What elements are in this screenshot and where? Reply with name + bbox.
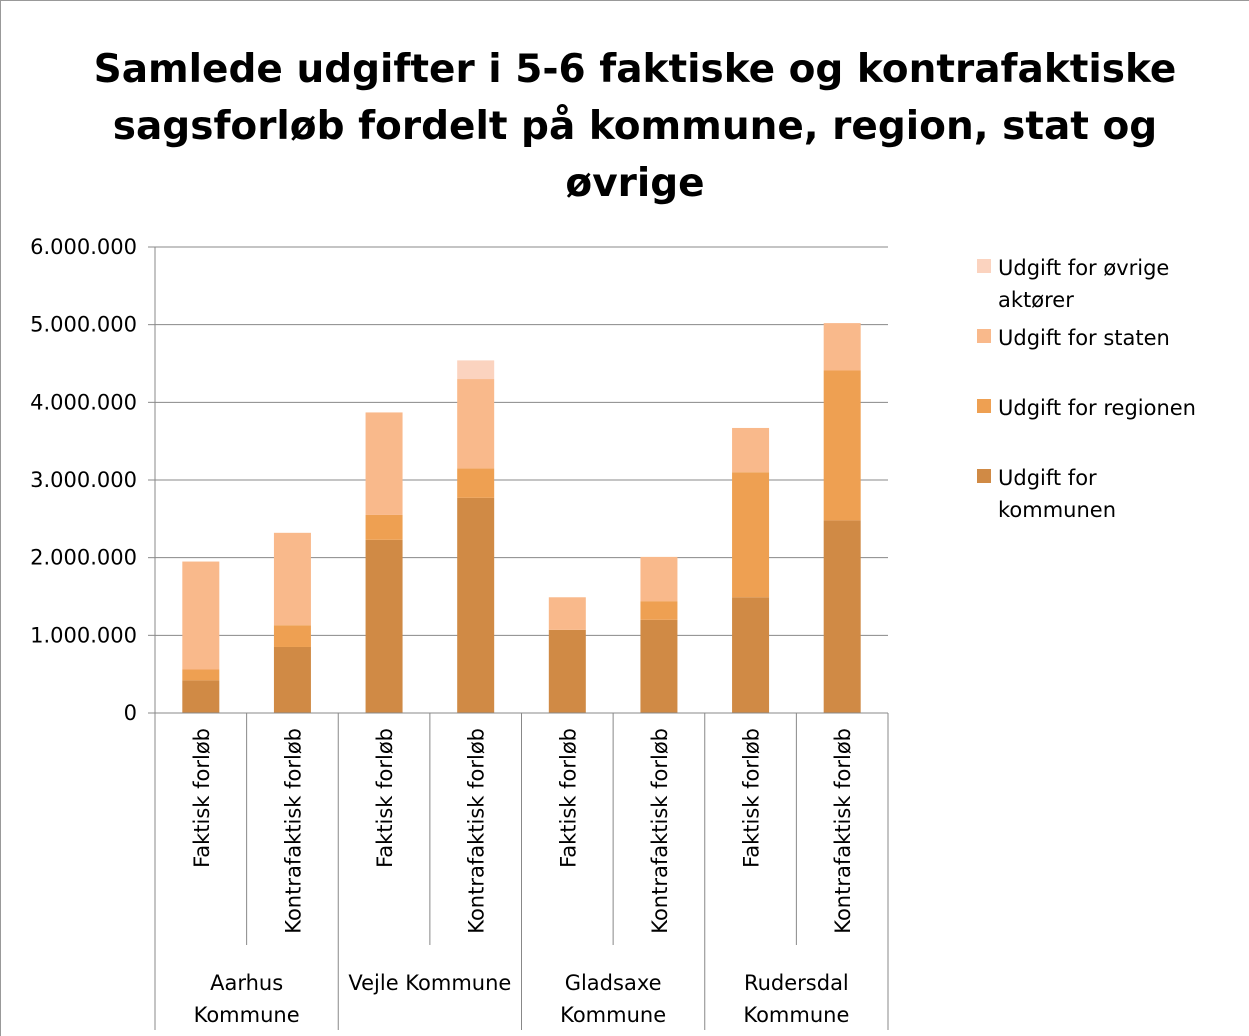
bar-segment xyxy=(457,468,495,498)
chart-title: Samlede udgifter i 5-6 faktiske og kontr… xyxy=(94,47,1177,206)
legend-swatch xyxy=(977,329,991,343)
x-tick-label: Kontrafaktisk forløb xyxy=(465,728,489,934)
legend-label: Udgift for øvrige aktører xyxy=(998,256,1169,312)
group-label: Gladsaxe Kommune xyxy=(560,971,666,1027)
x-tick-label: Faktisk forløb xyxy=(190,728,214,868)
y-tick-label: 5.000.000 xyxy=(30,313,137,337)
group-label: Rudersdal Kommune xyxy=(743,971,849,1027)
y-tick-label: 1.000.000 xyxy=(30,623,137,647)
legend-swatch xyxy=(977,259,991,273)
y-tick-label: 0 xyxy=(124,701,137,725)
bar-segment xyxy=(732,472,770,598)
y-tick-label: 6.000.000 xyxy=(30,235,137,259)
bar-segment xyxy=(457,497,495,713)
bar-segment xyxy=(823,370,861,521)
bar-segment xyxy=(365,412,403,515)
bar-segment xyxy=(273,532,311,626)
legend-label: Udgift for regionen xyxy=(998,396,1196,420)
legend-swatch xyxy=(977,469,991,483)
bar-segment xyxy=(732,427,770,473)
bar-segment xyxy=(365,539,403,713)
bar-segment xyxy=(548,629,586,713)
y-tick-label: 2.000.000 xyxy=(30,546,137,570)
bar-segment xyxy=(457,360,495,380)
bar-segment xyxy=(823,520,861,713)
bar-segment xyxy=(732,597,770,713)
legend-label: Udgift for staten xyxy=(998,326,1170,350)
x-tick-label: Faktisk forløb xyxy=(373,728,397,868)
group-label: Vejle Kommune xyxy=(348,971,511,995)
bar-segment xyxy=(273,646,311,713)
x-tick-label: Faktisk forløb xyxy=(556,728,580,868)
x-tick-label: Kontrafaktisk forløb xyxy=(281,728,305,934)
bar-segment xyxy=(273,625,311,647)
bar-segment xyxy=(640,619,678,713)
bar-segment xyxy=(182,669,220,681)
bar-segment xyxy=(457,379,495,469)
y-tick-label: 3.000.000 xyxy=(30,468,137,492)
x-tick-label: Faktisk forløb xyxy=(740,728,764,868)
legend-label: Udgift for kommunen xyxy=(998,466,1116,522)
y-tick-label: 4.000.000 xyxy=(30,390,137,414)
bar-segment xyxy=(365,514,403,540)
legend-swatch xyxy=(977,399,991,413)
bar-segment xyxy=(823,323,861,371)
group-label: Aarhus Kommune xyxy=(194,971,300,1027)
bar-segment xyxy=(182,561,220,670)
x-tick-label: Kontrafaktisk forløb xyxy=(648,728,672,934)
bar-segment xyxy=(640,556,678,602)
x-tick-label: Kontrafaktisk forløb xyxy=(831,728,855,934)
bar-segment xyxy=(640,601,678,620)
bar-segment xyxy=(548,597,586,630)
bar-segment xyxy=(182,680,220,713)
